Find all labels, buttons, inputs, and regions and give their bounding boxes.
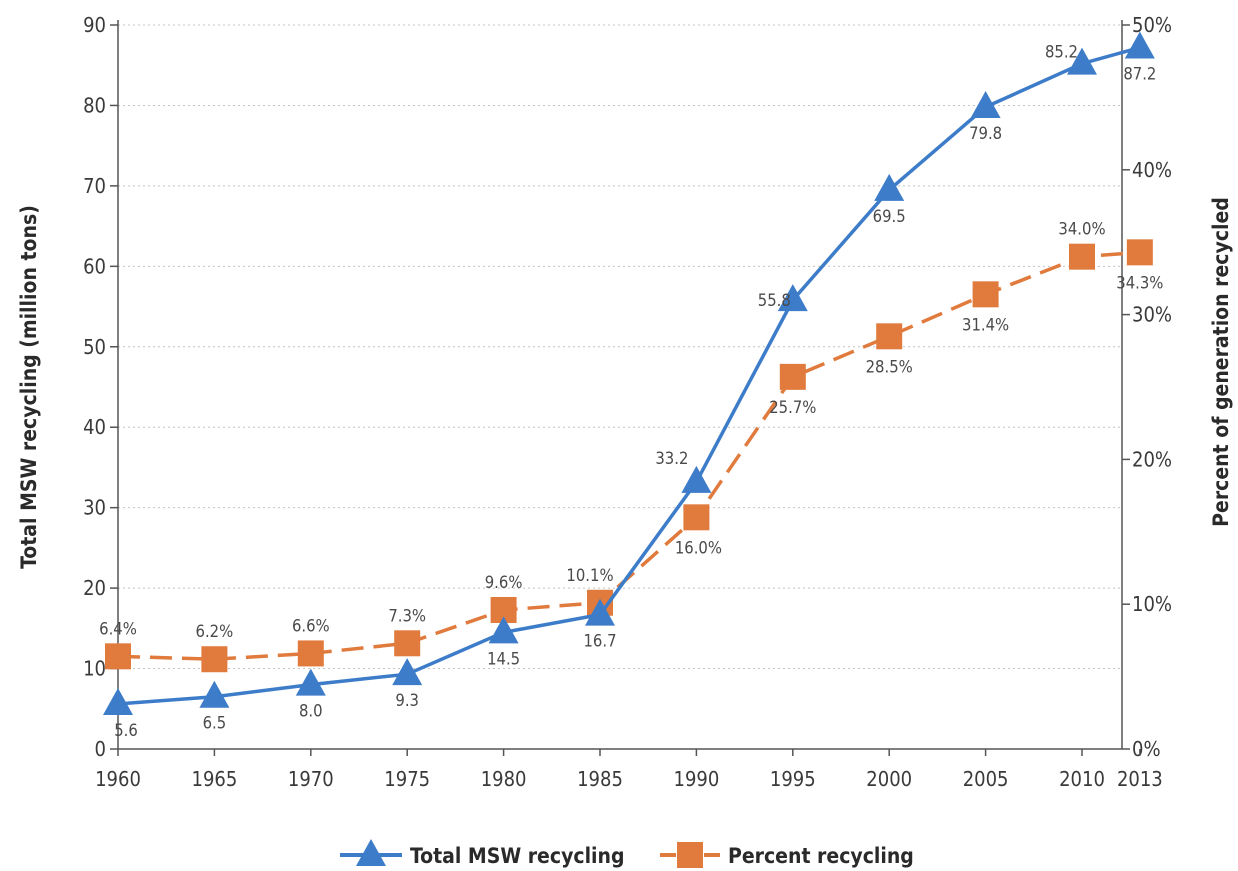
legend-label-percent-recycling: Percent recycling <box>728 844 914 868</box>
x-tick-label: 1995 <box>770 767 816 791</box>
marker-total-msw <box>1067 47 1097 75</box>
data-label-percent-recycling: 28.5% <box>866 357 913 376</box>
x-tick-label: 1980 <box>481 767 527 791</box>
marker-percent-recycling <box>1126 239 1153 266</box>
data-label-total-msw: 85.2 <box>1045 43 1078 62</box>
y-left-tick-label: 40 <box>83 415 106 439</box>
marker-total-msw <box>295 668 326 696</box>
x-tick-label: 1960 <box>95 767 141 791</box>
legend-marker-percent-recycling <box>677 842 703 868</box>
marker-percent-recycling <box>779 363 806 390</box>
series <box>103 31 1155 715</box>
data-label-total-msw: 87.2 <box>1123 65 1156 84</box>
data-label-percent-recycling: 34.0% <box>1058 220 1105 239</box>
y-left-tick-label: 50 <box>83 335 106 359</box>
marker-percent-recycling <box>876 323 903 350</box>
y-right-tick-label: 0% <box>1132 737 1161 761</box>
legend-marker-total-msw <box>356 839 386 866</box>
data-label-percent-recycling: 25.7% <box>769 398 816 417</box>
data-label-total-msw: 79.8 <box>969 124 1002 143</box>
x-tick-label: 1990 <box>674 767 720 791</box>
marker-total-msw <box>681 465 712 493</box>
marker-total-msw <box>103 687 133 715</box>
data-label-percent-recycling: 16.0% <box>675 538 722 557</box>
marker-total-msw <box>488 616 519 644</box>
marker-percent-recycling <box>394 630 421 657</box>
y-right-tick-label: 10% <box>1132 592 1172 616</box>
y-left-tick-label: 80 <box>83 93 106 117</box>
data-label-percent-recycling: 34.3% <box>1116 273 1163 292</box>
data-label-percent-recycling: 6.2% <box>196 622 234 641</box>
data-label-percent-recycling: 7.3% <box>388 606 426 625</box>
marker-total-msw <box>777 284 808 312</box>
y-left-tick-label: 10 <box>83 657 106 681</box>
x-tick-label: 2013 <box>1117 767 1163 791</box>
data-label-total-msw: 33.2 <box>655 449 688 468</box>
data-label-percent-recycling: 31.4% <box>962 315 1009 334</box>
marker-total-msw <box>585 598 615 626</box>
marker-percent-recycling <box>683 504 710 531</box>
marker-total-msw <box>874 173 905 201</box>
data-label-total-msw: 55.8 <box>758 291 791 310</box>
y-right-tick-label: 20% <box>1132 447 1172 471</box>
series-line-percent-recycling <box>117 250 1140 661</box>
y-right-axis-title: Percent of generation recycled <box>1209 197 1233 527</box>
data-label-percent-recycling: 6.6% <box>292 616 330 635</box>
y-left-tick-label: 0 <box>95 737 106 761</box>
data-label-total-msw: 9.3 <box>395 691 419 710</box>
data-label-percent-recycling: 10.1% <box>566 566 613 585</box>
data-label-percent-recycling: 9.6% <box>485 573 523 592</box>
x-tick-label: 2010 <box>1059 767 1105 791</box>
data-label-total-msw: 14.5 <box>487 649 520 668</box>
marker-total-msw <box>199 680 230 708</box>
marker-percent-recycling <box>1069 243 1095 270</box>
legend: Total MSW recycling Percent recycling <box>340 839 914 868</box>
series-line-total-msw <box>117 45 1141 706</box>
data-label-total-msw: 5.6 <box>114 721 138 740</box>
x-tick-label: 2000 <box>866 767 912 791</box>
x-tick-label: 1985 <box>577 767 623 791</box>
data-label-percent-recycling: 6.4% <box>99 619 137 638</box>
y-right-tick-label: 50% <box>1132 13 1172 37</box>
axes: 0 10 20 30 40 50 60 70 80 90 0% 10% 20% 30% 40% 50% 1960… <box>17 13 1233 791</box>
data-label-total-msw: 69.5 <box>873 207 906 226</box>
y-left-axis-title: Total MSW recycling (million tons) <box>17 205 41 569</box>
y-right-tick-label: 30% <box>1132 303 1172 327</box>
marker-total-msw <box>392 658 423 686</box>
y-right-tick-label: 40% <box>1132 158 1172 182</box>
marker-total-msw <box>970 91 1001 119</box>
data-label-total-msw: 16.7 <box>583 632 616 651</box>
data-label-total-msw: 6.5 <box>203 714 227 733</box>
x-tick-label: 1975 <box>384 767 430 791</box>
marker-percent-recycling <box>972 281 999 308</box>
x-tick-label: 2005 <box>963 767 1009 791</box>
y-left-tick-label: 60 <box>83 254 106 278</box>
marker-total-msw <box>1124 31 1155 59</box>
legend-label-total-msw: Total MSW recycling <box>410 844 625 868</box>
y-left-tick-label: 90 <box>83 13 106 37</box>
marker-percent-recycling <box>297 640 324 667</box>
y-left-tick-label: 30 <box>83 496 106 520</box>
y-left-tick-label: 70 <box>83 174 106 198</box>
marker-percent-recycling <box>105 643 131 670</box>
data-label-total-msw: 8.0 <box>299 702 323 721</box>
y-left-tick-label: 20 <box>83 576 106 600</box>
x-tick-label: 1965 <box>192 767 238 791</box>
x-tick-label: 1970 <box>288 767 334 791</box>
data-labels: 5.6 6.5 8.0 9.3 14.5 16.7 33.2 55.8 69.5 79.8 85.2… <box>99 43 1163 740</box>
marker-percent-recycling <box>201 646 228 673</box>
